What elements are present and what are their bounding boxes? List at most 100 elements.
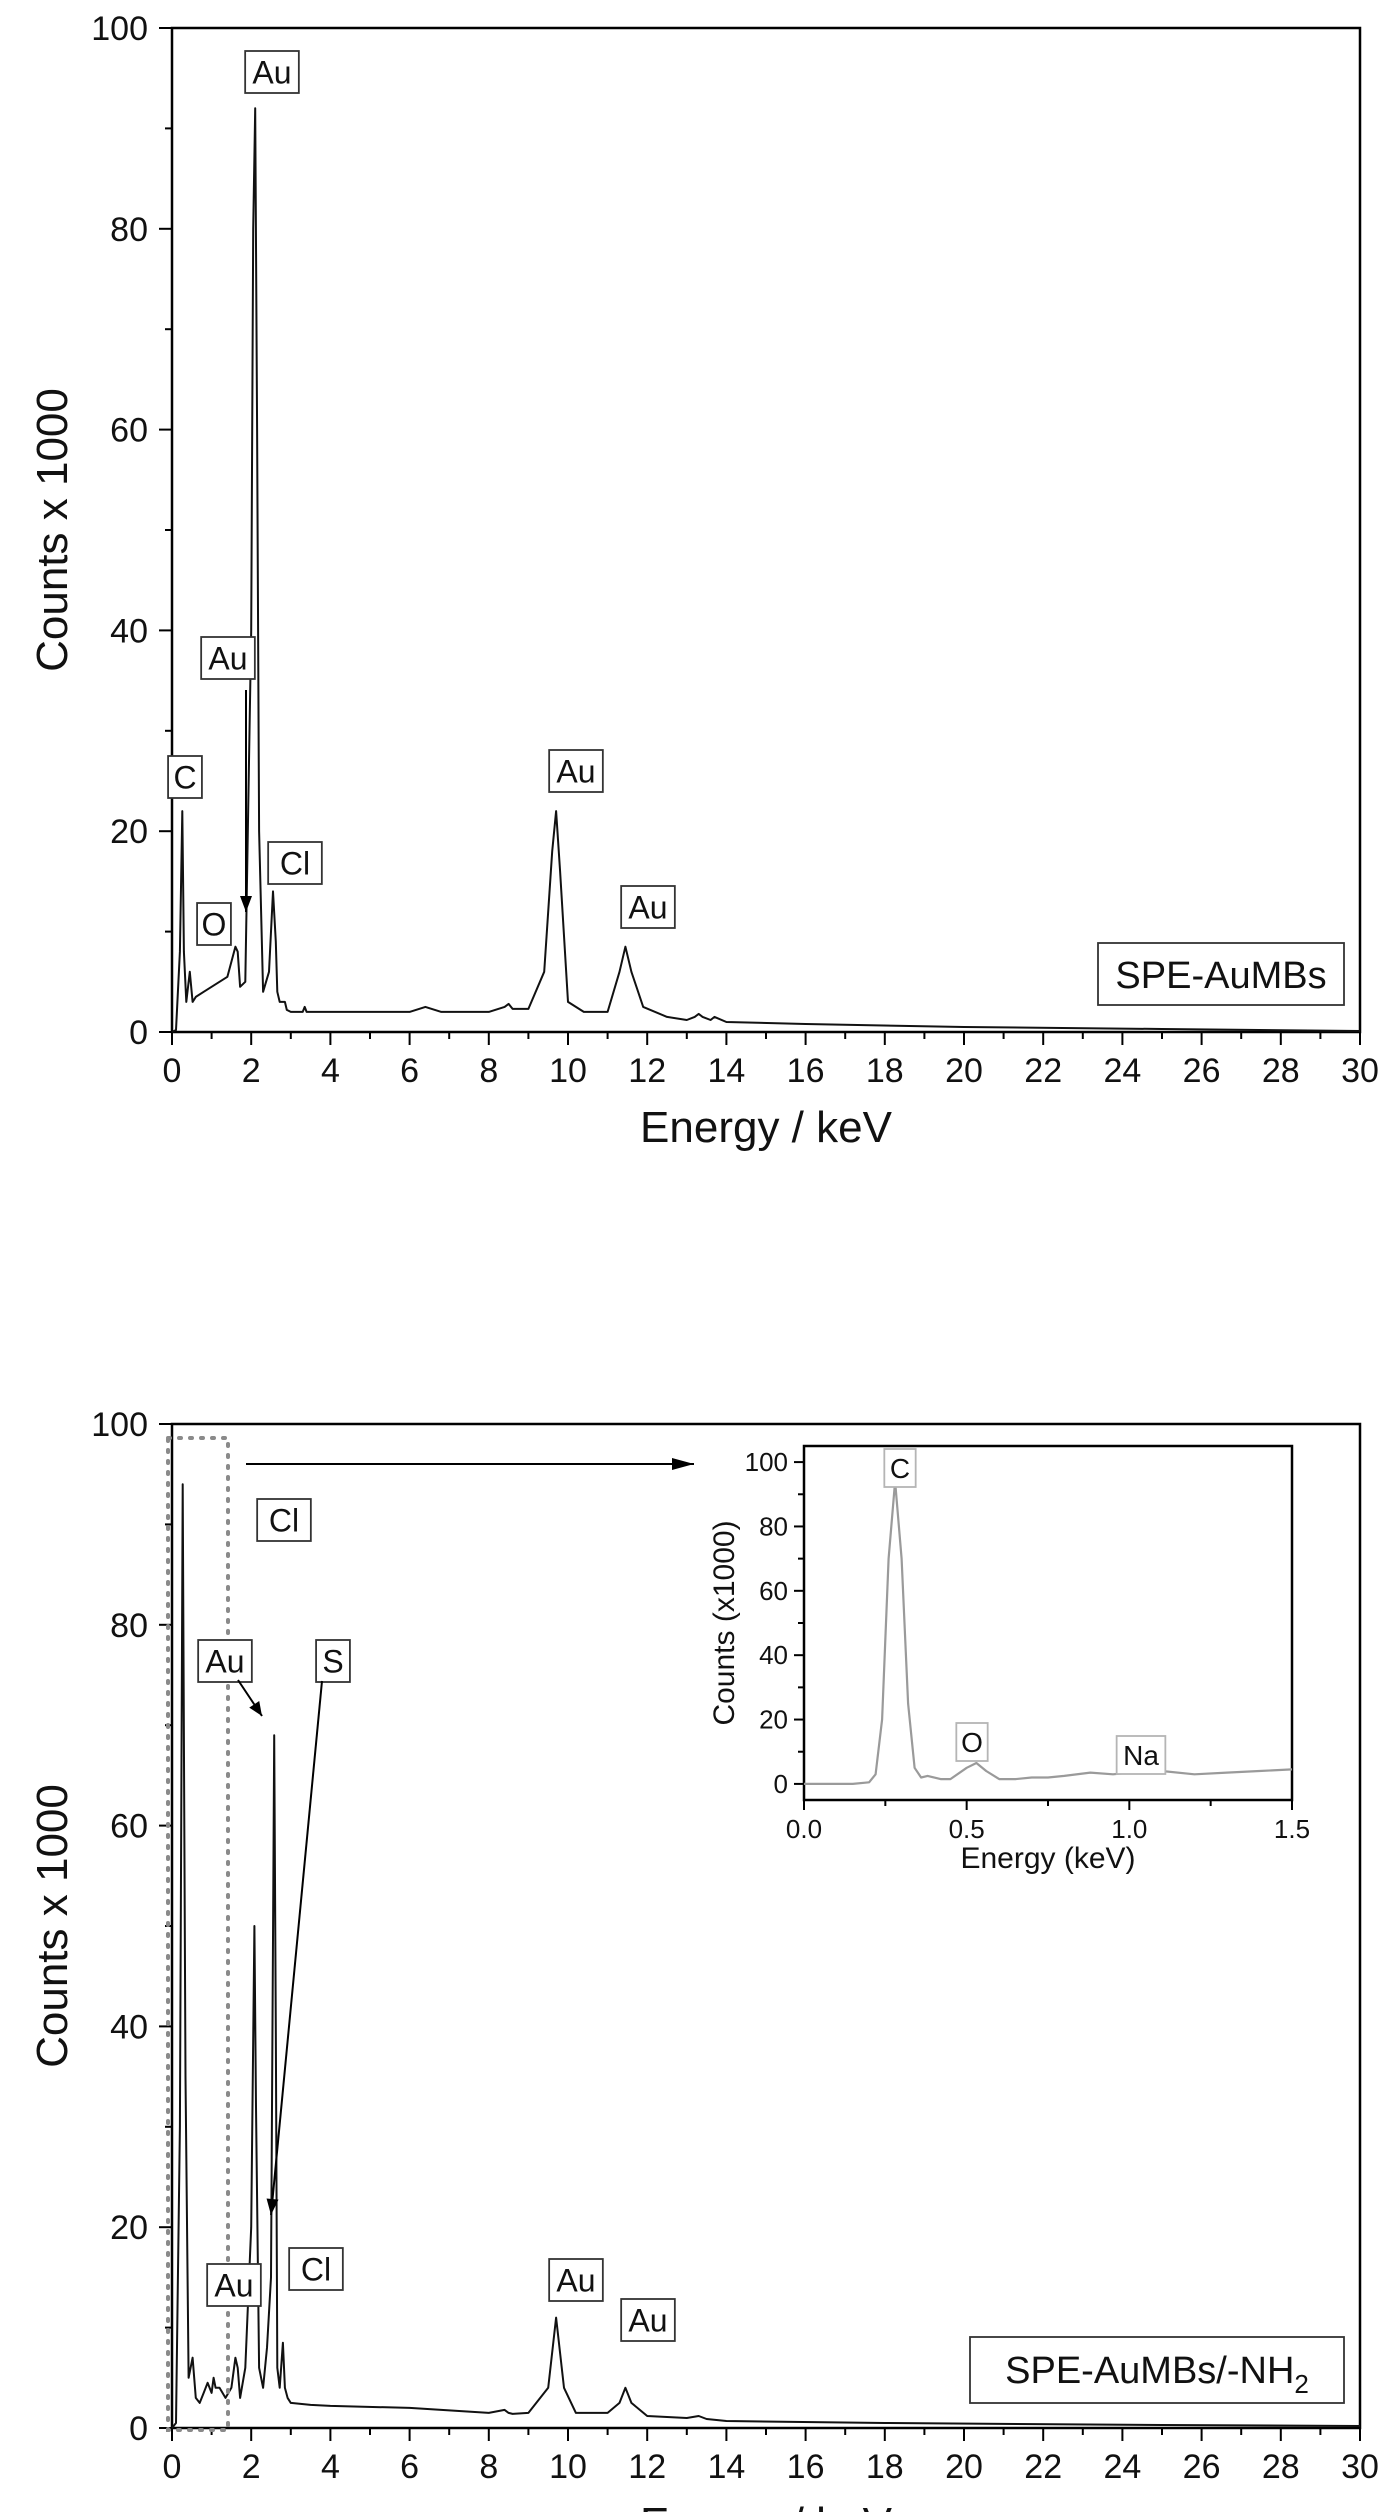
peak-label-au-box xyxy=(548,749,604,793)
x-tick-label: 26 xyxy=(1183,1052,1221,1090)
y-tick-label: 0 xyxy=(129,1014,148,1052)
peak-label-cl: Cl xyxy=(301,2252,331,2288)
inset-peak-label-o-box xyxy=(955,1722,989,1762)
peak-label-au-box xyxy=(620,2298,676,2342)
y-axis-title: Counts x 1000 xyxy=(28,388,77,672)
peak-label-au-box xyxy=(244,50,300,94)
peak-label-au: Au xyxy=(214,2268,253,2304)
spectrum-line xyxy=(171,107,1361,1033)
peak-label-s-box xyxy=(315,1639,351,1683)
y-tick-label: 40 xyxy=(110,2008,148,2046)
inset-x-tick-label: 0.0 xyxy=(786,1814,822,1844)
peak-label-au-box xyxy=(548,2258,604,2302)
annotation-arrow xyxy=(270,1680,323,2216)
x-tick-label: 16 xyxy=(787,2448,825,2486)
inset-x-tick-label: 1.5 xyxy=(1274,1814,1310,1844)
y-tick-label: 80 xyxy=(110,211,148,249)
plot-frame xyxy=(170,1422,1362,2430)
inset-frame xyxy=(802,1444,1294,1802)
peak-label-au: Au xyxy=(556,754,595,790)
inset-peak-label-c: C xyxy=(890,1453,910,1484)
inset-y-tick-label: 0 xyxy=(774,1769,788,1799)
x-tick-label: 10 xyxy=(549,2448,587,2486)
x-axis-title: Energy / keV xyxy=(640,1103,893,1152)
spectrum-line xyxy=(171,1483,1361,2429)
x-tick-label: 4 xyxy=(321,1052,340,1090)
x-tick-label: 0 xyxy=(163,1052,182,1090)
sample-label-subscript: 2 xyxy=(1294,2369,1308,2399)
y-tick-label: 60 xyxy=(110,412,148,450)
x-tick-label: 28 xyxy=(1262,2448,1300,2486)
inset-peak-label-na-box xyxy=(1115,1735,1167,1775)
peak-label-au-box xyxy=(620,885,676,929)
sample-label-box xyxy=(1097,942,1345,1006)
x-tick-label: 30 xyxy=(1341,1052,1379,1090)
inset-x-tick-label: 1.0 xyxy=(1111,1814,1147,1844)
y-tick-label: 20 xyxy=(110,2209,148,2247)
x-axis-title: Energy / keV xyxy=(640,2499,893,2512)
peak-label-au: Au xyxy=(205,1644,244,1680)
zoom-arrow-head xyxy=(672,1458,694,1470)
inset-y-tick-label: 60 xyxy=(759,1576,788,1606)
inset-y-axis-title: Counts (x1000) xyxy=(708,1520,741,1725)
x-tick-label: 28 xyxy=(1262,1052,1300,1090)
x-tick-label: 30 xyxy=(1341,2448,1379,2486)
peak-label-cl: Cl xyxy=(269,1503,299,1539)
y-tick-label: 40 xyxy=(110,612,148,650)
x-tick-label: 0 xyxy=(163,2448,182,2486)
peak-label-au-box xyxy=(200,636,256,680)
x-tick-label: 22 xyxy=(1024,1052,1062,1090)
annotation-arrow-head xyxy=(240,896,252,912)
y-axis-title: Counts x 1000 xyxy=(28,1784,77,2068)
peak-label-c-box xyxy=(167,755,203,799)
sample-label-box xyxy=(969,2336,1345,2404)
x-tick-label: 20 xyxy=(945,1052,983,1090)
inset-spectrum-line xyxy=(804,1480,1293,1786)
x-tick-label: 18 xyxy=(866,2448,904,2486)
y-tick-label: 100 xyxy=(91,10,148,48)
sample-label: SPE-AuMBs xyxy=(1115,955,1326,997)
inset-peak-label-o: O xyxy=(961,1727,983,1758)
x-tick-label: 24 xyxy=(1103,1052,1141,1090)
peak-label-c: C xyxy=(173,760,196,796)
peak-label-cl-box xyxy=(256,1498,312,1542)
peak-label-au: Au xyxy=(208,641,247,677)
peak-label-au: Au xyxy=(628,2303,667,2339)
x-tick-label: 8 xyxy=(479,2448,498,2486)
inset-peak-label-na: Na xyxy=(1123,1740,1159,1771)
x-tick-label: 24 xyxy=(1103,2448,1141,2486)
zoom-region-outline xyxy=(166,1436,230,2432)
x-tick-label: 12 xyxy=(628,2448,666,2486)
x-tick-label: 14 xyxy=(707,1052,745,1090)
peak-label-au: Au xyxy=(556,2263,595,2299)
x-tick-label: 4 xyxy=(321,2448,340,2486)
inset-peak-label-c-box xyxy=(883,1448,917,1488)
peak-label-cl-box xyxy=(288,2247,344,2291)
x-tick-label: 16 xyxy=(787,1052,825,1090)
x-tick-label: 10 xyxy=(549,1052,587,1090)
x-tick-label: 8 xyxy=(479,1052,498,1090)
x-tick-label: 20 xyxy=(945,2448,983,2486)
x-tick-label: 18 xyxy=(866,1052,904,1090)
plot-frame xyxy=(170,26,1362,1034)
x-tick-label: 12 xyxy=(628,1052,666,1090)
y-tick-label: 60 xyxy=(110,1808,148,1846)
inset-y-tick-label: 80 xyxy=(759,1511,788,1541)
x-tick-label: 6 xyxy=(400,2448,419,2486)
x-tick-label: 22 xyxy=(1024,2448,1062,2486)
sample-label-main: SPE-AuMBs/-NH xyxy=(1005,2350,1294,2392)
y-tick-label: 80 xyxy=(110,1607,148,1645)
y-tick-label: 100 xyxy=(91,1406,148,1444)
sample-label: SPE-AuMBs/-NH2 xyxy=(1005,2350,1309,2399)
x-tick-label: 2 xyxy=(242,2448,261,2486)
peak-label-au: Au xyxy=(252,55,291,91)
peak-label-o: O xyxy=(202,907,227,943)
peak-label-cl-box xyxy=(267,841,323,885)
peak-label-o-box xyxy=(196,902,232,946)
peak-label-s: S xyxy=(322,1644,343,1680)
inset-y-tick-label: 100 xyxy=(745,1447,788,1477)
inset-x-axis-title: Energy (keV) xyxy=(960,1842,1135,1875)
inset-y-tick-label: 20 xyxy=(759,1705,788,1735)
y-tick-label: 20 xyxy=(110,813,148,851)
